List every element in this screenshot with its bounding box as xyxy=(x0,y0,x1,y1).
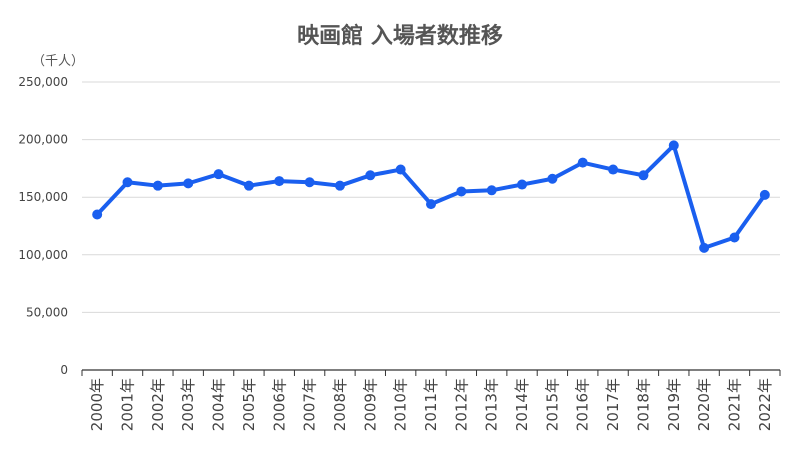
data-point xyxy=(92,209,103,220)
x-tick-label: 2020年 xyxy=(695,378,713,431)
data-point xyxy=(729,232,740,243)
y-tick-label: 0 xyxy=(60,363,68,377)
data-point xyxy=(122,177,133,188)
chart-title: 映画館 入場者数推移 xyxy=(297,24,503,49)
data-point xyxy=(213,169,224,180)
x-tick-label: 2006年 xyxy=(270,378,288,431)
data-point xyxy=(547,173,558,184)
y-tick-label: 50,000 xyxy=(26,305,68,319)
y-tick-label: 150,000 xyxy=(18,190,68,204)
x-tick-label: 2019年 xyxy=(665,378,683,431)
x-tick-label: 2012年 xyxy=(452,378,470,431)
y-tick-label: 250,000 xyxy=(18,75,68,89)
data-point xyxy=(395,164,406,175)
data-point xyxy=(517,179,528,190)
x-tick-label: 2000年 xyxy=(88,378,106,431)
x-tick-label: 2017年 xyxy=(604,378,622,431)
data-point xyxy=(577,157,588,168)
data-point xyxy=(486,185,497,196)
series-line xyxy=(95,143,767,250)
x-tick-label: 2013年 xyxy=(483,378,501,431)
x-tick-label: 2015年 xyxy=(543,378,561,431)
x-tick-label: 2007年 xyxy=(301,378,319,431)
data-point xyxy=(243,180,254,191)
x-tick-label: 2004年 xyxy=(210,378,228,431)
data-point xyxy=(183,178,194,189)
data-point xyxy=(759,189,770,200)
x-tick-label: 2018年 xyxy=(634,378,652,431)
data-point xyxy=(274,176,285,187)
data-point xyxy=(365,170,376,181)
unit-label: （千人） xyxy=(32,54,85,69)
x-tick-label: 2009年 xyxy=(361,378,379,431)
x-tick-label: 2003年 xyxy=(179,378,197,431)
data-point xyxy=(699,242,710,253)
x-tick-label: 2001年 xyxy=(119,378,137,431)
x-tick-label: 2022年 xyxy=(756,378,774,431)
x-tick-label: 2011年 xyxy=(422,378,440,431)
data-point xyxy=(426,199,436,210)
data-point xyxy=(304,177,315,188)
x-tick-label: 2010年 xyxy=(392,378,410,431)
y-tick-label: 100,000 xyxy=(18,248,68,262)
x-tick-label: 2002年 xyxy=(149,378,167,431)
x-tick-label: 2008年 xyxy=(331,378,349,431)
x-tick-label: 2016年 xyxy=(574,378,592,431)
x-tick-label: 2021年 xyxy=(725,378,743,431)
data-point xyxy=(152,180,163,191)
data-point xyxy=(456,186,467,197)
x-tick-label: 2014年 xyxy=(513,378,531,431)
x-tick-label: 2005年 xyxy=(240,378,258,431)
data-point xyxy=(638,170,649,181)
data-point xyxy=(334,180,345,191)
data-point xyxy=(608,164,619,175)
y-tick-label: 200,000 xyxy=(18,133,68,147)
data-point xyxy=(668,140,679,151)
